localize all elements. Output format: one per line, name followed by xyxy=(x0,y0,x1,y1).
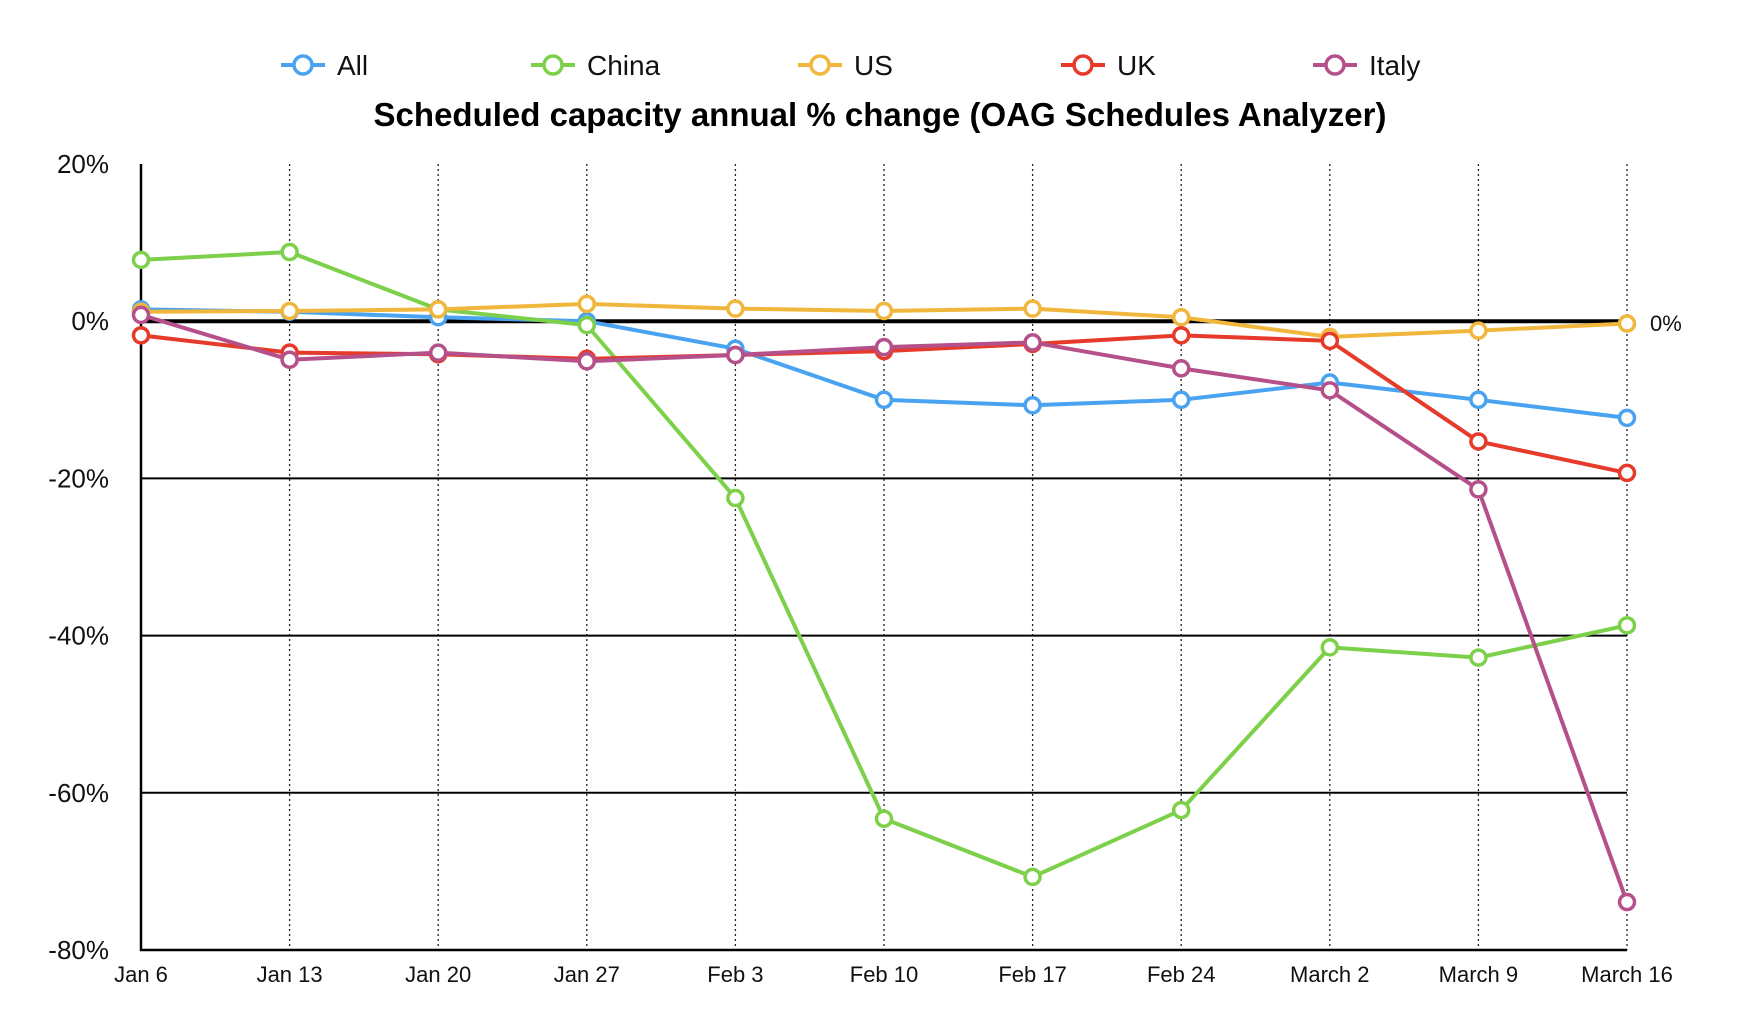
legend-marker-italy xyxy=(1324,54,1346,76)
data-point-italy xyxy=(131,305,151,325)
data-point-china xyxy=(1469,648,1488,667)
data-point-us xyxy=(1023,299,1042,318)
legend: All China US UK Italy xyxy=(281,50,1420,81)
y-tick-label: 0% xyxy=(71,306,109,336)
data-point-china xyxy=(1023,867,1042,887)
legend-marker-us xyxy=(809,54,831,76)
data-point-uk xyxy=(1469,432,1488,451)
x-tick-label: Feb 10 xyxy=(850,962,919,987)
data-point-china xyxy=(1617,616,1637,635)
legend-marker-all xyxy=(292,54,314,76)
series-group xyxy=(131,242,1637,912)
data-point-us xyxy=(1617,314,1637,333)
y-tick-label: -40% xyxy=(48,621,109,651)
legend-item-us: US xyxy=(798,50,893,81)
y-tick-label: -60% xyxy=(48,778,109,808)
data-point-china xyxy=(577,315,597,335)
x-tick-label: Feb 17 xyxy=(998,962,1067,987)
data-point-italy xyxy=(1171,359,1191,378)
data-point-italy xyxy=(1617,892,1637,912)
data-point-china xyxy=(1320,638,1340,657)
data-point-all xyxy=(1469,390,1488,410)
x-tick-label: March 16 xyxy=(1581,962,1673,987)
data-point-italy xyxy=(874,337,894,357)
data-point-all xyxy=(1023,396,1042,415)
data-point-china xyxy=(131,250,151,270)
data-point-china xyxy=(874,809,894,828)
chart-title: Scheduled capacity annual % change (OAG … xyxy=(374,96,1387,133)
data-point-china xyxy=(1171,800,1191,820)
legend-label-uk: UK xyxy=(1117,50,1156,81)
legend-item-uk: UK xyxy=(1061,50,1156,81)
x-tick-label: Feb 3 xyxy=(707,962,763,987)
legend-label-us: US xyxy=(854,50,893,81)
data-point-china xyxy=(280,242,299,262)
data-point-all xyxy=(1171,390,1191,410)
legend-label-china: China xyxy=(587,50,661,81)
data-point-uk xyxy=(131,326,151,345)
grid xyxy=(141,164,1628,950)
y-tick-label: 20% xyxy=(57,149,109,179)
axes xyxy=(139,164,1627,952)
legend-marker-uk xyxy=(1072,54,1094,76)
y-tick-label: -80% xyxy=(48,935,109,965)
data-point-us xyxy=(280,301,299,321)
x-tick-label: March 2 xyxy=(1290,962,1369,987)
x-tick-label: Jan 20 xyxy=(405,962,471,987)
data-point-us xyxy=(726,299,745,318)
data-point-china xyxy=(726,488,745,508)
data-point-all xyxy=(874,390,894,410)
x-tick-label: March 9 xyxy=(1439,962,1518,987)
data-point-italy xyxy=(577,352,597,371)
data-point-uk xyxy=(1320,331,1340,351)
data-point-italy xyxy=(280,350,299,369)
legend-item-italy: Italy xyxy=(1313,50,1420,81)
legend-label-all: All xyxy=(337,50,368,81)
data-point-italy xyxy=(1320,381,1340,400)
y-tick-label: -20% xyxy=(48,463,109,493)
data-point-all xyxy=(1617,408,1637,428)
x-tick-label: Feb 24 xyxy=(1147,962,1216,987)
legend-item-china: China xyxy=(531,50,661,81)
data-point-us xyxy=(577,294,597,314)
data-point-italy xyxy=(1469,480,1488,499)
zero-reference-label: 0% xyxy=(1650,311,1682,336)
data-point-us xyxy=(1469,321,1488,340)
tick-labels: 20% 0% -20% -40% -60% -80%Jan 6 Jan 13 Jan 20 Ja… xyxy=(48,149,1673,987)
legend-label-italy: Italy xyxy=(1369,50,1420,81)
legend-marker-china xyxy=(542,54,564,76)
data-point-us xyxy=(874,301,894,321)
data-point-us xyxy=(1171,308,1191,327)
data-point-uk xyxy=(1617,463,1637,483)
legend-item-all: All xyxy=(281,50,368,81)
data-point-italy xyxy=(726,345,745,365)
x-tick-label: Jan 6 xyxy=(114,962,168,987)
data-point-italy xyxy=(1023,333,1042,352)
data-point-us xyxy=(428,300,448,319)
series-italy xyxy=(131,305,1637,912)
x-tick-label: Jan 27 xyxy=(554,962,620,987)
data-point-italy xyxy=(428,343,448,362)
x-tick-label: Jan 13 xyxy=(257,962,323,987)
data-point-uk xyxy=(1171,326,1191,345)
